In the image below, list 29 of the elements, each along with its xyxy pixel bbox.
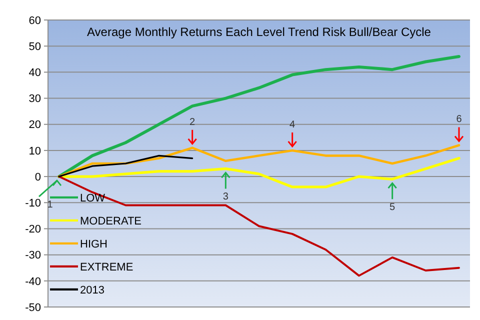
annotation: 2 (190, 116, 196, 128)
y-tick-label: -30 (25, 250, 41, 262)
legend-label: HIGH (80, 238, 108, 250)
legend-label: 2013 (80, 284, 104, 296)
y-tick-label: 10 (28, 145, 41, 158)
y-tick-label: -10 (25, 197, 41, 210)
line-series (58, 156, 460, 188)
y-tick-label: -40 (25, 276, 41, 288)
line-series (58, 154, 194, 178)
line-series (58, 55, 460, 178)
annotation: 3 (222, 192, 229, 203)
y-tick-label: 40 (28, 67, 41, 80)
y-tick-label: 20 (28, 119, 41, 132)
line-series (58, 176, 460, 277)
legend-label: MODERATE (80, 215, 142, 228)
y-tick-label: 60 (28, 14, 41, 27)
y-tick-label: 0 (34, 171, 41, 184)
text: Average Monthly Returns Each Level Trend Risk Bull/Bear Cycle (87, 25, 432, 39)
annotation: 5 (390, 202, 396, 214)
annotation: 6 (456, 114, 462, 126)
legend-label: EXTREME (80, 261, 134, 274)
y-tick-label: -20 (25, 224, 41, 236)
y-tick-label: 30 (28, 93, 41, 106)
y-tick-label: 50 (28, 40, 41, 53)
annotation: 1 (47, 200, 54, 211)
legend-label: LOW (80, 192, 106, 204)
annotation: 4 (290, 119, 296, 130)
line-series (58, 144, 460, 178)
y-tick-label: -50 (25, 302, 41, 314)
